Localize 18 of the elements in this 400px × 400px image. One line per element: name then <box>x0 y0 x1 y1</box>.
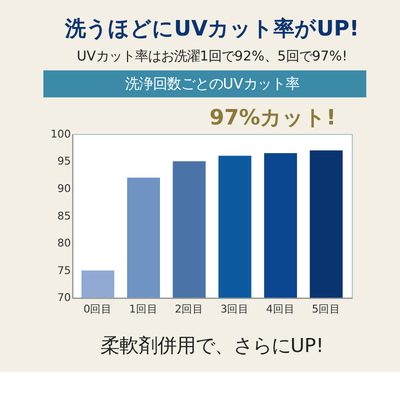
x-tick-label: 0回目 <box>83 304 112 316</box>
y-tick-label: 75 <box>57 264 71 277</box>
x-tick-label: 3回目 <box>220 304 250 316</box>
chart-title: 洗うほどにUVカット率がUP! <box>64 16 360 41</box>
x-tick-label: 4回目 <box>266 304 295 316</box>
chart-subtitle: UVカット率はお洗濯1回で92%、5回で97%! <box>76 48 348 65</box>
text: 柔軟剤併用で、さらにUP! <box>100 334 324 357</box>
x-tick-label: 5回目 <box>312 304 341 316</box>
annotation: 97%カット! <box>209 104 336 130</box>
y-tick-label: 90 <box>57 182 72 195</box>
text: 洗浄回数ごとのUVカット率 <box>124 76 300 93</box>
y-tick-label: 85 <box>57 210 71 222</box>
x-tick-label: 1回目 <box>129 304 158 316</box>
y-tick-label: 80 <box>57 238 72 250</box>
y-tick-label: 100 <box>50 128 72 140</box>
y-tick-label: 95 <box>57 156 71 168</box>
y-tick-label: 70 <box>57 292 72 304</box>
x-tick-label: 2回目 <box>174 304 204 316</box>
